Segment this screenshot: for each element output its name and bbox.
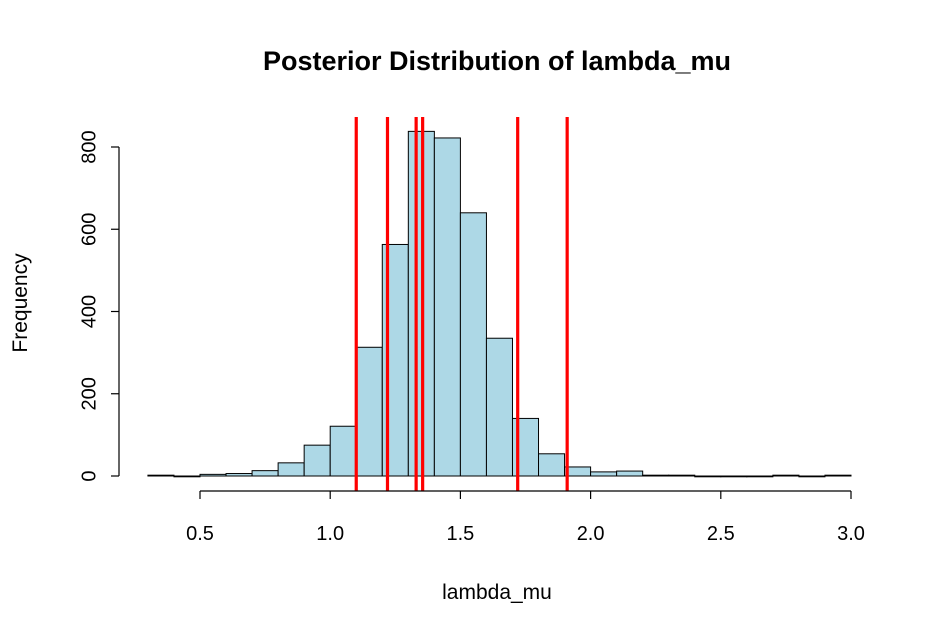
- y-tick-label: 800: [78, 130, 100, 163]
- reference-lines-group: [354, 117, 569, 491]
- histogram-bar: [355, 346, 383, 477]
- x-tick-label: 2.5: [707, 523, 735, 545]
- y-axis-label: Frequency: [9, 253, 32, 353]
- histogram-bar: [720, 475, 748, 478]
- histogram-bar: [329, 425, 357, 477]
- histogram-bar: [642, 474, 670, 477]
- histogram-bar: [459, 212, 487, 477]
- x-tick-label: 2.0: [577, 523, 605, 545]
- y-tick-label: 600: [78, 213, 100, 246]
- y-tick-label: 0: [78, 470, 100, 481]
- x-axis: 0.5 1.0 1.5 2.0 2.5 3.0: [186, 490, 865, 545]
- histogram-bar: [225, 473, 253, 477]
- histogram-bar: [277, 462, 305, 477]
- y-tick-label: 200: [78, 377, 100, 410]
- histogram-bar: [772, 474, 800, 477]
- x-tick-label: 3.0: [837, 523, 865, 545]
- histogram-bar: [590, 471, 618, 477]
- histogram-bar: [668, 474, 696, 477]
- histogram-bar: [251, 470, 279, 477]
- histogram-bar: [746, 475, 774, 478]
- histogram-bar: [485, 337, 513, 477]
- histogram-bar: [616, 470, 644, 477]
- x-tick-label: 1.5: [446, 523, 474, 545]
- histogram-bar: [798, 475, 826, 478]
- histogram-bar: [173, 475, 201, 478]
- histogram-bar: [824, 474, 852, 477]
- histogram-bar: [538, 453, 566, 477]
- bars-group: [147, 130, 852, 478]
- x-tick-label: 0.5: [186, 523, 214, 545]
- histogram-bar: [199, 473, 227, 477]
- histogram-bar: [694, 475, 722, 478]
- histogram-bar: [303, 444, 331, 477]
- histogram-bar: [147, 474, 175, 477]
- x-axis-label: lambda_mu: [442, 581, 552, 604]
- chart-title: Posterior Distribution of lambda_mu: [263, 46, 731, 76]
- y-tick-label: 400: [78, 295, 100, 328]
- histogram-bar: [433, 137, 461, 477]
- x-tick-label: 1.0: [316, 523, 344, 545]
- y-axis: 0 200 400 600 800: [78, 130, 120, 482]
